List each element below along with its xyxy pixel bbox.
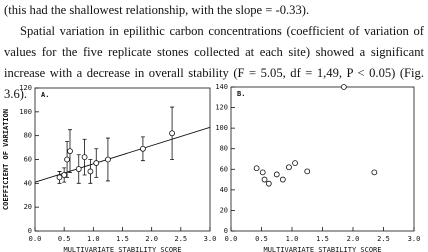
data-point (259, 169, 266, 176)
data-point (87, 168, 94, 175)
data-point (81, 154, 88, 161)
x-axis-label: MULTIVARIATE STABILITY SCORE (63, 246, 181, 252)
y-tick-label: 100 (215, 124, 228, 132)
paragraph: (this had the shallowest relationship, w… (4, 3, 310, 17)
x-tick-label: 1.0 (286, 235, 299, 243)
data-point (75, 166, 82, 172)
x-tick-label: 0.0 (29, 235, 42, 243)
x-tick-label: 0.0 (225, 235, 238, 243)
x-tick-label: 0.5 (58, 235, 71, 243)
y-tick-label: 120 (19, 84, 32, 92)
data-point (304, 168, 311, 175)
data-point (340, 84, 347, 90)
data-point (169, 130, 175, 137)
data-point (253, 165, 260, 172)
body-text: (this had the shallowest relationship, w… (4, 0, 424, 105)
data-point (61, 172, 68, 178)
panel-label: B. (237, 90, 245, 98)
plot-frame (34, 87, 211, 232)
x-tick-label: 0.5 (255, 235, 268, 243)
data-point (140, 145, 146, 152)
y-tick-label: 40 (220, 186, 228, 194)
data-point (292, 160, 298, 167)
data-point (105, 156, 111, 163)
data-point (273, 171, 280, 178)
y-tick-label: 100 (19, 108, 32, 116)
paragraph: Spatial variation in epilithic carbon co… (4, 24, 424, 101)
y-tick-label: 80 (220, 145, 228, 153)
x-tick-label: 3.0 (204, 235, 217, 243)
y-tick-label: 20 (24, 203, 32, 211)
panel-label: A. (41, 91, 49, 99)
y-tick-label: 20 (220, 206, 228, 214)
y-tick-label: 60 (24, 156, 32, 164)
fit-line (34, 126, 211, 183)
x-axis-label: MULTIVARIATE STABILITY SCORE (263, 246, 381, 252)
y-tick-label: 60 (220, 165, 228, 173)
data-point (265, 180, 272, 187)
data-point (64, 156, 70, 163)
x-tick-label: 1.5 (116, 235, 129, 243)
data-point (371, 169, 378, 176)
y-tick-label: 0 (28, 227, 32, 235)
data-point (93, 160, 100, 166)
x-tick-label: 3.0 (408, 235, 421, 243)
y-tick-label: 140 (215, 83, 228, 91)
plot-frame (230, 86, 415, 232)
data-point (261, 176, 268, 183)
y-tick-label: 0 (224, 227, 228, 235)
x-tick-label: 2.0 (145, 235, 158, 243)
y-axis-label: COEFFICIENT OF VARIATION (2, 109, 10, 210)
data-point (67, 148, 73, 155)
x-tick-label: 2.5 (377, 235, 390, 243)
data-point (286, 164, 292, 171)
y-tick-label: 40 (24, 179, 32, 187)
y-tick-label: 80 (24, 132, 32, 140)
x-tick-label: 1.0 (87, 235, 100, 243)
x-tick-label: 1.5 (316, 235, 329, 243)
data-point (56, 174, 63, 181)
x-tick-label: 2.0 (347, 235, 360, 243)
y-tick-label: 120 (215, 104, 228, 112)
x-tick-label: 2.5 (175, 235, 188, 243)
data-point (279, 176, 286, 183)
